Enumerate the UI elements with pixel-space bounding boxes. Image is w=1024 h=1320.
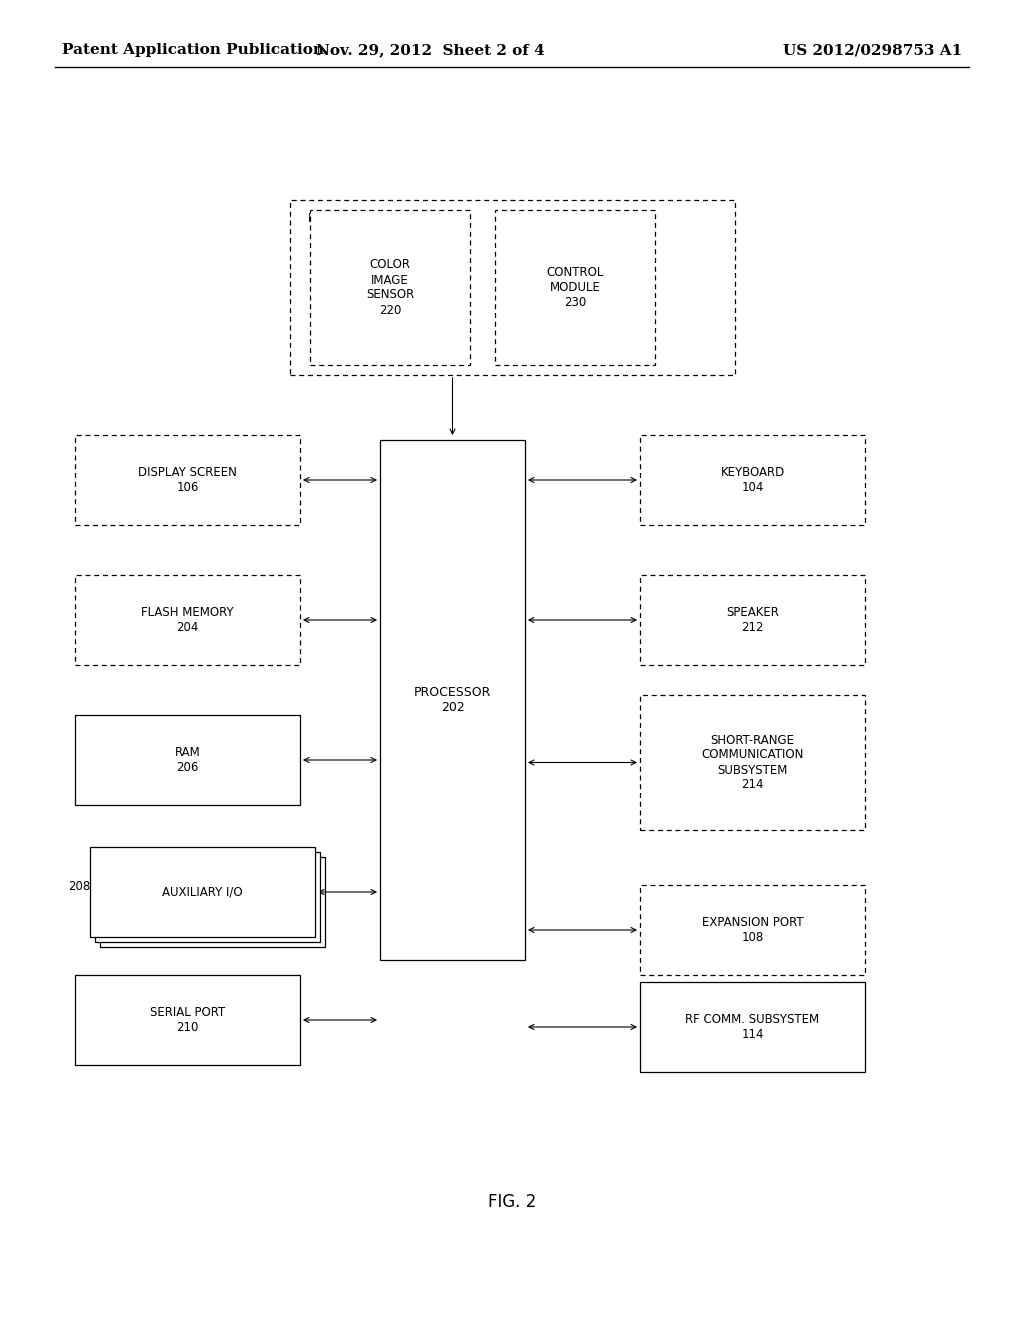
Bar bbox=[95, 851, 319, 942]
Bar bbox=[380, 440, 525, 960]
Bar bbox=[75, 715, 300, 805]
Bar bbox=[75, 436, 300, 525]
Text: KEYBOARD
104: KEYBOARD 104 bbox=[720, 466, 784, 494]
Bar bbox=[290, 201, 735, 375]
Text: DISPLAY SCREEN
106: DISPLAY SCREEN 106 bbox=[138, 466, 237, 494]
Text: US 2012/0298753 A1: US 2012/0298753 A1 bbox=[782, 44, 962, 57]
Text: COLOR
IMAGE
SENSOR
220: COLOR IMAGE SENSOR 220 bbox=[366, 259, 414, 317]
Text: Nov. 29, 2012  Sheet 2 of 4: Nov. 29, 2012 Sheet 2 of 4 bbox=[315, 44, 545, 57]
Bar bbox=[90, 847, 315, 937]
Text: CONTROL
MODULE
230: CONTROL MODULE 230 bbox=[547, 267, 604, 309]
Bar bbox=[100, 857, 325, 946]
Bar bbox=[640, 696, 865, 830]
Text: SHORT-RANGE
COMMUNICATION
SUBSYSTEM
214: SHORT-RANGE COMMUNICATION SUBSYSTEM 214 bbox=[701, 734, 804, 792]
Text: Patent Application Publication: Patent Application Publication bbox=[62, 44, 324, 57]
Text: SPEAKER
212: SPEAKER 212 bbox=[726, 606, 779, 634]
Bar bbox=[495, 210, 655, 366]
Bar bbox=[640, 982, 865, 1072]
Text: FIG. 2: FIG. 2 bbox=[487, 1193, 537, 1210]
Bar bbox=[75, 576, 300, 665]
Text: RAM
206: RAM 206 bbox=[175, 746, 201, 774]
Text: PROCESSOR
202: PROCESSOR 202 bbox=[414, 686, 492, 714]
Bar bbox=[640, 436, 865, 525]
Text: BARCODE SCANNER 102: BARCODE SCANNER 102 bbox=[308, 213, 453, 224]
Bar bbox=[310, 210, 470, 366]
Text: EXPANSION PORT
108: EXPANSION PORT 108 bbox=[701, 916, 803, 944]
Text: FLASH MEMORY
204: FLASH MEMORY 204 bbox=[141, 606, 233, 634]
Text: RF COMM. SUBSYSTEM
114: RF COMM. SUBSYSTEM 114 bbox=[685, 1012, 819, 1041]
Text: 208: 208 bbox=[68, 880, 90, 894]
Text: AUXILIARY I/O: AUXILIARY I/O bbox=[162, 886, 243, 899]
Bar bbox=[640, 576, 865, 665]
Bar bbox=[75, 975, 300, 1065]
Text: SERIAL PORT
210: SERIAL PORT 210 bbox=[150, 1006, 225, 1034]
Bar bbox=[640, 884, 865, 975]
